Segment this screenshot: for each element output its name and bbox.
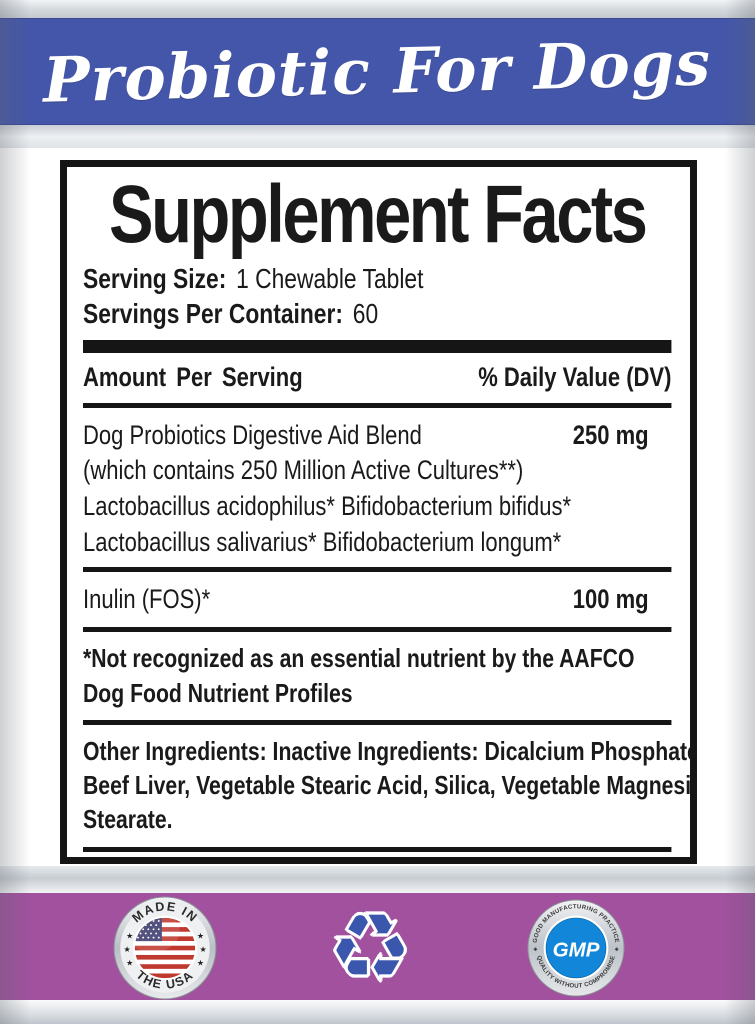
divider bbox=[83, 567, 672, 573]
blend-subline: Lactobacillus salivarius* Bifidobacteriu… bbox=[83, 527, 562, 558]
column-header-row: Amount Per Serving % Daily Value (DV) bbox=[83, 359, 671, 397]
serving-size-label: Serving Size: bbox=[83, 262, 227, 294]
recycle-icon: ♻ bbox=[326, 892, 415, 1004]
daily-value-header: % Daily Value (DV) bbox=[478, 362, 672, 393]
ingredient-name: Dog Probiotics Digestive Aid Blend bbox=[83, 420, 422, 451]
supplement-facts-panel: Supplement Facts Serving Size: 1 Chewabl… bbox=[60, 160, 697, 864]
bottom-silver-strip bbox=[0, 1000, 755, 1024]
servings-per-container-label: Servings Per Container: bbox=[83, 298, 343, 330]
gmp-center-text: GMP bbox=[553, 938, 600, 961]
gmp-seal-icon: GOOD MANUFACTURING PRACTICE QUALITY WITH… bbox=[527, 899, 625, 997]
other-ingredients-block: Other Ingredients: Inactive Ingredients:… bbox=[83, 731, 697, 841]
serving-size-value: 1 Chewable Tablet bbox=[236, 262, 424, 294]
servings-per-container-value: 60 bbox=[352, 298, 379, 330]
banner-bottom-silver-strip bbox=[0, 125, 755, 148]
amount-per-serving-header: Amount Per Serving bbox=[83, 362, 303, 393]
daily-value-note: * % Daily Value not established bbox=[83, 858, 671, 864]
aafco-footnote-line: Dog Food Nutrient Profiles bbox=[83, 677, 353, 708]
svg-text:◆: ◆ bbox=[615, 946, 619, 952]
recycle-badge: ♻ bbox=[318, 896, 422, 1000]
other-ingredients-line: Stearate. bbox=[83, 804, 173, 835]
svg-text:★: ★ bbox=[199, 945, 206, 954]
serving-size-line: Serving Size: 1 Chewable Tablet bbox=[83, 261, 671, 297]
other-ingredients-line: Other Ingredients: Inactive Ingredients:… bbox=[83, 735, 697, 766]
ingredient-row-blend: Dog Probiotics Digestive Aid Blend 250 m… bbox=[83, 414, 671, 453]
svg-text:★: ★ bbox=[126, 959, 133, 968]
gmp-badge: GOOD MANUFACTURING PRACTICE QUALITY WITH… bbox=[527, 899, 625, 997]
ingredient-amount: 100 mg bbox=[572, 584, 649, 615]
supplement-facts-content: Supplement Facts Serving Size: 1 Chewabl… bbox=[83, 169, 697, 864]
star-icons: ★ ★ ★ ★ ★ ★ bbox=[124, 932, 207, 968]
servings-per-container-line: Servings Per Container: 60 bbox=[83, 296, 671, 332]
divider bbox=[83, 719, 672, 725]
svg-text:★: ★ bbox=[197, 959, 204, 968]
product-title-banner: Probiotic For Dogs bbox=[0, 18, 755, 125]
supplement-facts-heading: Supplement Facts bbox=[108, 169, 648, 260]
ingredient-name: Inulin (FOS)* bbox=[83, 584, 211, 615]
ingredient-amount: 250 mg bbox=[572, 420, 649, 451]
diamond-icons: ◆ ◆ bbox=[533, 946, 618, 952]
svg-text:★: ★ bbox=[126, 932, 133, 941]
svg-text:★: ★ bbox=[197, 932, 204, 941]
aafco-footnote: *Not recognized as an essential nutrient… bbox=[83, 638, 671, 714]
divider bbox=[83, 846, 672, 852]
made-in-usa-seal-icon: MADE IN THE USA ★★★ ★★★ bbox=[113, 896, 217, 1000]
other-ingredients-line: Beef Liver, Vegetable Stearic Acid, Sili… bbox=[83, 770, 697, 801]
divider bbox=[83, 627, 672, 633]
blend-subline: Lactobacillus acidophilus* Bifidobacteri… bbox=[83, 491, 572, 522]
divider-thick bbox=[83, 340, 672, 354]
purple-band-top-silver-strip bbox=[0, 866, 755, 893]
aafco-footnote-line: *Not recognized as an essential nutrient… bbox=[83, 643, 635, 674]
ingredient-row-inulin: Inulin (FOS)* 100 mg bbox=[83, 578, 671, 621]
divider bbox=[83, 403, 672, 409]
made-in-usa-badge: MADE IN THE USA ★ ★ ★ ★ ★ ★ bbox=[113, 896, 217, 1000]
svg-text:★: ★ bbox=[124, 945, 131, 954]
svg-text:◆: ◆ bbox=[533, 946, 537, 952]
top-silver-strip bbox=[0, 0, 755, 18]
product-title: Probiotic For Dogs bbox=[42, 26, 713, 117]
blend-subline: (which contains 250 Million Active Cultu… bbox=[83, 455, 524, 486]
